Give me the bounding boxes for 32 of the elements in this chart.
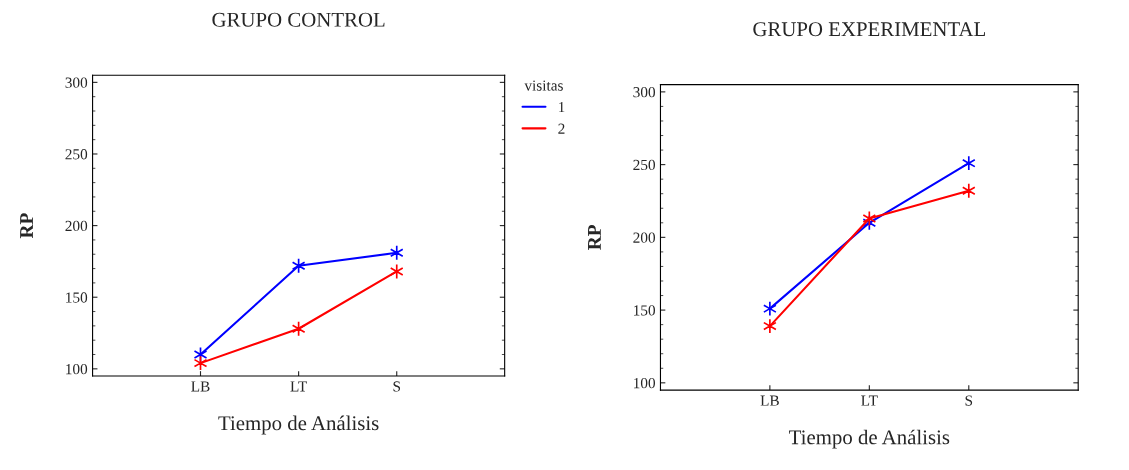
legend-title: visitas	[524, 80, 563, 91]
y-tick-label: 300	[65, 77, 88, 88]
point	[389, 263, 404, 280]
y-axis-title: RP	[20, 213, 33, 239]
x-axis-title: Tiempo de Análisis	[789, 429, 950, 449]
point	[961, 183, 976, 199]
legend-label: 1	[559, 102, 565, 113]
x-tick-label: S	[965, 395, 973, 406]
point	[862, 210, 877, 227]
y-tick-label: 100	[66, 363, 88, 375]
x-tick-label: LB	[760, 395, 779, 406]
y-tick-label: 100	[634, 377, 656, 389]
y-tick-label: 200	[633, 232, 656, 243]
y-tick-label: 300	[633, 87, 656, 98]
y-tick-label: 250	[65, 149, 88, 160]
point	[763, 300, 777, 317]
legend-label: 2	[558, 123, 565, 134]
chart-title: GRUPO CONTROL	[212, 12, 385, 27]
x-tick-label: LT	[861, 395, 878, 406]
x-tick-label: LT	[290, 381, 307, 392]
point	[389, 245, 404, 261]
x-axis-title: Tiempo de Análisis	[218, 415, 379, 435]
y-tick-label: 250	[633, 159, 656, 171]
x-tick-label: S	[393, 381, 401, 392]
point	[961, 155, 976, 171]
y-axis-title: RP	[588, 224, 601, 250]
point	[763, 318, 777, 334]
y-tick-label: 200	[65, 220, 88, 232]
chart-title: GRUPO EXPERIMENTAL	[753, 22, 986, 37]
x-tick-label: LB	[191, 381, 210, 392]
y-tick-label: 150	[634, 305, 656, 316]
y-tick-label: 150	[66, 292, 88, 303]
